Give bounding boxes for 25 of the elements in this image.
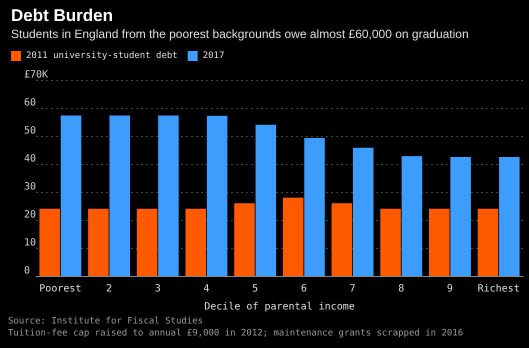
legend-label: 2011 university-student debt: [26, 51, 178, 61]
x-tick-label: Richest: [478, 284, 520, 294]
source-note: Source: Institute for Fiscal Studies: [8, 316, 204, 326]
y-tick-label: 50: [24, 126, 36, 136]
y-tick-label: 40: [24, 154, 36, 164]
x-tick-label: 6: [300, 284, 307, 294]
x-tick-label: 3: [154, 284, 161, 294]
y-tick-label: £70K: [24, 70, 48, 80]
chart-subtitle: Students in England from the poorest backgrounds owe almost £60,000 on graduation: [11, 27, 469, 41]
y-tick-label: 20: [24, 210, 36, 220]
x-tick-label: 5: [252, 284, 258, 294]
y-tick-label: 10: [24, 238, 36, 248]
y-tick-label: 0: [24, 266, 30, 276]
x-tick-label: 8: [398, 284, 404, 294]
x-tick-label: 7: [350, 284, 356, 294]
x-tick-label: 4: [203, 284, 210, 294]
x-tick-label: 2: [106, 284, 112, 294]
x-tick-label: 9: [446, 284, 453, 294]
legend-label: 2017: [202, 51, 224, 61]
text: Tuition-fee cap raised to annual £9,000 in 2012; maintenance grants scrapped in 2016: [8, 328, 464, 338]
x-axis-title: Decile of parental income: [204, 302, 355, 312]
y-tick-label: 30: [24, 182, 36, 192]
x-tick-label: Poorest: [39, 284, 82, 294]
y-tick-label: 60: [24, 98, 36, 108]
chart-title: Debt Burden: [11, 6, 113, 25]
